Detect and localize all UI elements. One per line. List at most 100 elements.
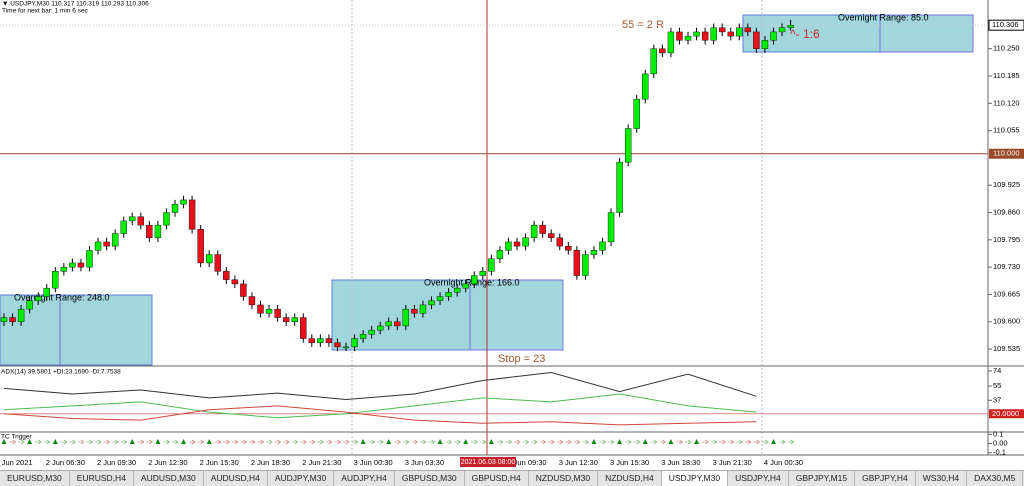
adx-line [3, 372, 757, 401]
symbol-tab[interactable]: EURUSD,H4 [70, 471, 134, 486]
trigger-arrow [744, 439, 752, 445]
candle-body [573, 250, 581, 276]
candle-body [727, 31, 734, 37]
trigger-arrow [556, 439, 564, 445]
tc-tick-label: 0.00 [993, 438, 1008, 447]
candle-body [240, 283, 247, 297]
tc-tick-label: 0.1 [993, 429, 1003, 438]
trigger-arrow [1, 439, 7, 444]
candle-body [214, 254, 221, 272]
symbol-tab[interactable]: EURUSD,M30 [0, 471, 70, 486]
symbol-tab[interactable]: GBPUSD,M30 [395, 471, 465, 486]
trigger-arrow [428, 439, 436, 445]
symbol-tab[interactable]: GBPJPY,H4 [855, 471, 916, 486]
level-label: 110.000 [993, 149, 1020, 158]
time-label: 3 Jun 18:30 [661, 458, 700, 467]
candle-body [377, 325, 384, 331]
symbol-tab[interactable]: GBPJPY,M15 [789, 471, 856, 486]
trigger-arrow [248, 439, 256, 445]
range-label: Overnight Range: 85.0 [838, 12, 929, 22]
trigger-arrow [197, 439, 205, 445]
trigger-arrow [676, 439, 683, 445]
trigger-arrow [650, 439, 658, 445]
candle-body [282, 317, 290, 322]
symbol-tab[interactable]: AUDUSD,M30 [134, 471, 204, 486]
trigger-arrow [325, 439, 333, 445]
candle-body [522, 237, 529, 247]
time-label: 3 Jun 00:30 [353, 458, 392, 467]
price-tick-label: 109.535 [993, 344, 1020, 353]
time-label: 3 Jun 03:30 [405, 458, 444, 467]
symbol-tab[interactable]: AUDJPY,M30 [268, 471, 335, 486]
trigger-arrow [617, 439, 623, 444]
candle-body [308, 338, 315, 343]
candle-body [539, 224, 546, 234]
trigger-arrow [181, 439, 187, 444]
trigger-arrow [146, 439, 153, 445]
symbol-tab[interactable]: USDJPY,M30 [661, 471, 729, 486]
candle-body [154, 224, 162, 238]
candle-body [445, 292, 452, 297]
trigger-arrow [710, 439, 718, 445]
trigger-arrow [214, 439, 222, 445]
symbol-tab[interactable]: NZDUSD,H4 [598, 471, 662, 486]
candle-body [761, 40, 769, 49]
symbol-tab[interactable]: NZDUSD,M30 [529, 471, 599, 486]
candle-body [471, 275, 478, 285]
candle-body [146, 224, 153, 238]
candle-body [453, 287, 461, 293]
symbol-tab[interactable]: GBPUSD,H4 [465, 471, 529, 486]
candle-body [701, 31, 709, 41]
candle-body [334, 342, 341, 348]
symbol-tab[interactable]: WS30,H4 [916, 471, 968, 486]
candle-body [650, 48, 657, 75]
candle-body [205, 254, 213, 264]
trigger-arrow [43, 439, 51, 445]
symbol-tab[interactable]: AUDUSD,H4 [204, 471, 268, 486]
candle-body [325, 338, 333, 343]
time-label: 2 Jun 21:30 [302, 458, 341, 467]
candle-body [402, 308, 410, 327]
symbol-tab[interactable]: AUDJPY,H4 [334, 471, 395, 486]
candle-body [624, 128, 632, 163]
trigger-arrow [548, 439, 555, 445]
trigger-arrow [582, 439, 589, 445]
trigger-arrow [599, 439, 607, 445]
trigger-arrow [317, 439, 324, 445]
candle-body [274, 308, 281, 318]
trigger-arrow [129, 439, 135, 444]
symbol-tab[interactable]: DAX30,M5 [967, 471, 1024, 486]
candle-body [582, 254, 589, 276]
price-tick-label: 109.600 [993, 317, 1020, 326]
trigger-arrow [454, 439, 461, 445]
trigger-arrow [35, 439, 42, 445]
candle-body [351, 338, 358, 348]
price-tick-label: 110.250 [993, 44, 1020, 53]
price-tick-label: 109.925 [993, 180, 1020, 189]
time-label: 2 Jun 18:30 [251, 458, 290, 467]
candle-body [137, 216, 145, 226]
trigger-arrow [343, 439, 350, 445]
price-tick-label: 110.185 [993, 71, 1020, 80]
time-label: 2 Jun 09:30 [97, 458, 136, 467]
trigger-arrow [505, 439, 512, 445]
trigger-arrow [112, 439, 119, 445]
trigger-arrow [86, 439, 94, 445]
candle-body [548, 233, 555, 238]
candle-body [103, 241, 110, 247]
time-label: 3 Jun 15:30 [610, 458, 649, 467]
trigger-arrow [496, 439, 504, 445]
trigger-arrow [573, 439, 581, 445]
candle-body [693, 31, 700, 37]
candle-body [642, 73, 649, 100]
trigger-arrow [274, 439, 282, 445]
trigger-arrow [231, 439, 239, 445]
symbol-tab[interactable]: USDJPY,H4 [728, 471, 789, 486]
price-tick-label: 110.120 [993, 98, 1020, 107]
trigger-arrow [240, 439, 247, 445]
price-tick-label: 110.055 [993, 126, 1020, 135]
candle-body [684, 35, 692, 41]
trigger-arrow [591, 439, 597, 444]
trigger-arrow [18, 439, 25, 445]
candle-body [428, 300, 435, 306]
